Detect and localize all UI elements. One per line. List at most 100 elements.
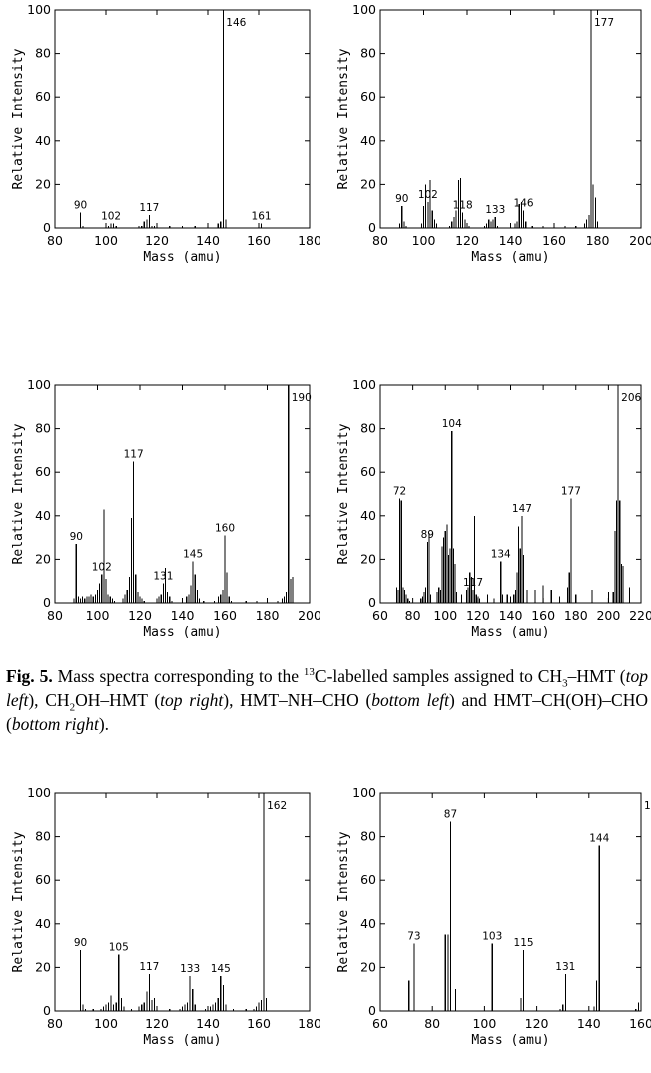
peak-label: 131 bbox=[555, 961, 575, 973]
x-tick-label: 80 bbox=[405, 608, 421, 623]
figure-label: Fig. 5. bbox=[6, 666, 53, 686]
x-tick-label: 140 bbox=[196, 1016, 220, 1031]
x-tick-label: 100 bbox=[412, 233, 436, 248]
peak-label: 72 bbox=[393, 485, 406, 497]
plot-frame bbox=[55, 793, 310, 1011]
y-tick-label: 40 bbox=[360, 508, 376, 523]
y-tick-label: 40 bbox=[360, 916, 376, 931]
peak-label: 115 bbox=[514, 937, 534, 949]
x-tick-label: 60 bbox=[372, 608, 388, 623]
peak-label: 73 bbox=[407, 930, 420, 942]
y-tick-label: 60 bbox=[360, 464, 376, 479]
peak-label: 90 bbox=[70, 531, 83, 543]
x-tick-label: 120 bbox=[455, 233, 479, 248]
y-tick-label: 80 bbox=[35, 421, 51, 436]
x-tick-label: 80 bbox=[47, 608, 63, 623]
x-tick-label: 140 bbox=[499, 608, 523, 623]
y-tick-label: 20 bbox=[360, 959, 376, 974]
y-tick-label: 80 bbox=[360, 829, 376, 844]
peak-label: 102 bbox=[101, 211, 121, 223]
peak-label: 144 bbox=[589, 832, 609, 844]
y-tick-label: 80 bbox=[35, 46, 51, 61]
y-axis-label: Relative Intensity bbox=[336, 831, 351, 972]
plot-frame bbox=[380, 793, 641, 1011]
y-tick-label: 40 bbox=[360, 133, 376, 148]
y-tick-label: 60 bbox=[360, 872, 376, 887]
x-tick-label: 160 bbox=[247, 233, 271, 248]
y-axis-label: Relative Intensity bbox=[11, 48, 26, 189]
spectrum-panel-1: 80 100 120 140 160 180 0 20 40 60 80 100 Mass (amu) R… bbox=[0, 0, 320, 290]
y-tick-label: 60 bbox=[35, 872, 51, 887]
x-axis-label: Mass (amu) bbox=[471, 1033, 549, 1048]
x-tick-label: 100 bbox=[94, 233, 118, 248]
y-axis-label: Relative Intensity bbox=[336, 48, 351, 189]
y-tick-label: 20 bbox=[360, 176, 376, 191]
x-tick-label: 160 bbox=[629, 1016, 651, 1031]
y-tick-label: 100 bbox=[352, 785, 376, 800]
x-tick-label: 200 bbox=[596, 608, 620, 623]
peak-label: 117 bbox=[139, 202, 159, 214]
peak-label: 134 bbox=[491, 549, 511, 561]
peak-label: 145 bbox=[183, 549, 203, 561]
peak-label: 190 bbox=[292, 392, 312, 404]
x-tick-label: 120 bbox=[145, 233, 169, 248]
x-tick-label: 180 bbox=[564, 608, 588, 623]
figure-caption: Fig. 5. Mass spectra corresponding to th… bbox=[6, 664, 648, 736]
peak-label: 117 bbox=[139, 961, 159, 973]
mass-spectrum-ch2oh-hmt: 80 100 120 140 160 180 200 0 20 40 60 80 100 Mass (am… bbox=[325, 0, 651, 290]
y-tick-label: 0 bbox=[368, 595, 376, 610]
peak-label: 118 bbox=[453, 200, 473, 212]
y-tick-label: 40 bbox=[35, 508, 51, 523]
x-tick-label: 220 bbox=[629, 608, 651, 623]
y-tick-label: 0 bbox=[43, 1003, 51, 1018]
peak-label: 146 bbox=[514, 198, 534, 210]
peak-label: 206 bbox=[621, 392, 641, 404]
y-tick-label: 100 bbox=[352, 2, 376, 17]
x-tick-label: 80 bbox=[424, 1016, 440, 1031]
x-tick-label: 100 bbox=[94, 1016, 118, 1031]
y-tick-label: 80 bbox=[360, 46, 376, 61]
x-tick-label: 200 bbox=[629, 233, 651, 248]
mass-spectrum-lower-right: 60 80 100 120 140 160 0 20 40 60 80 100 Mass (amu) Re… bbox=[325, 783, 651, 1073]
plot-frame bbox=[380, 385, 641, 603]
x-axis-label: Mass (amu) bbox=[143, 1033, 221, 1048]
y-tick-label: 0 bbox=[43, 595, 51, 610]
x-tick-label: 180 bbox=[298, 233, 320, 248]
x-tick-label: 80 bbox=[47, 1016, 63, 1031]
peak-label: 102 bbox=[418, 189, 438, 201]
mass-spectrum-hmt-ch-oh-cho: 60 80 100 120 140 160 180 200 220 0 20 40 60 80 100 Mas… bbox=[325, 375, 651, 665]
y-tick-label: 80 bbox=[35, 829, 51, 844]
spectrum-panel-3: 80 100 120 140 160 180 200 0 20 40 60 80 100 Mass (am… bbox=[0, 375, 320, 665]
y-tick-label: 60 bbox=[35, 89, 51, 104]
x-tick-label: 160 bbox=[213, 608, 237, 623]
y-tick-label: 100 bbox=[352, 377, 376, 392]
x-tick-label: 80 bbox=[47, 233, 63, 248]
peak-label: 102 bbox=[92, 562, 112, 574]
x-tick-label: 60 bbox=[372, 1016, 388, 1031]
y-tick-label: 0 bbox=[368, 1003, 376, 1018]
peak-label: 145 bbox=[211, 963, 231, 975]
x-tick-label: 140 bbox=[577, 1016, 601, 1031]
x-tick-label: 80 bbox=[372, 233, 388, 248]
x-tick-label: 100 bbox=[472, 1016, 496, 1031]
peak-label: 105 bbox=[109, 941, 129, 953]
peak-label: 146 bbox=[226, 17, 246, 29]
peak-label: 160 bbox=[215, 522, 235, 534]
peak-label: 117 bbox=[463, 577, 483, 589]
mass-spectrum-ch3-hmt: 80 100 120 140 160 180 0 20 40 60 80 100 Mass (amu) R… bbox=[0, 0, 320, 290]
y-tick-label: 0 bbox=[368, 220, 376, 235]
x-tick-label: 180 bbox=[256, 608, 280, 623]
x-tick-label: 160 bbox=[531, 608, 555, 623]
y-tick-label: 100 bbox=[27, 785, 51, 800]
x-tick-label: 160 bbox=[542, 233, 566, 248]
peak-label: 131 bbox=[153, 570, 173, 582]
y-tick-label: 100 bbox=[27, 2, 51, 17]
peak-label: 90 bbox=[74, 937, 87, 949]
peak-label: 177 bbox=[594, 17, 614, 29]
x-tick-label: 160 bbox=[247, 1016, 271, 1031]
y-tick-label: 40 bbox=[35, 916, 51, 931]
x-tick-label: 180 bbox=[298, 1016, 320, 1031]
x-tick-label: 120 bbox=[128, 608, 152, 623]
y-tick-label: 20 bbox=[35, 551, 51, 566]
x-axis-label: Mass (amu) bbox=[471, 250, 549, 265]
